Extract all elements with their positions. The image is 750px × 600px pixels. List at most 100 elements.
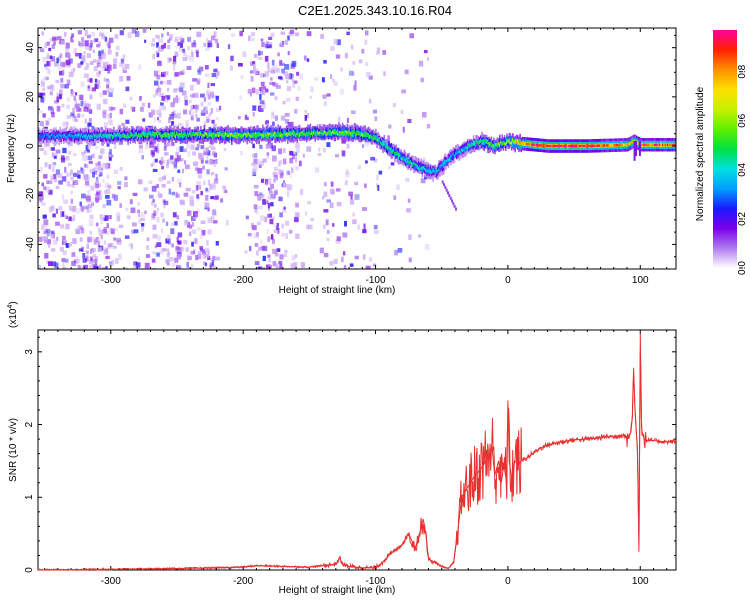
spectrogram-ridge-cell	[452, 152, 455, 155]
spectrogram-noise-cell	[138, 256, 141, 262]
spectrogram-ridge-cell	[637, 141, 639, 145]
spectrogram-noise-cell	[286, 170, 289, 175]
spectrogram-ridge-cell	[570, 144, 573, 148]
spectrogram-ridge-cell	[151, 132, 153, 136]
spectrogram-noise-cell	[139, 96, 142, 101]
spectrogram-ridge-cell	[670, 143, 673, 147]
spectrogram-noise-cell	[106, 223, 109, 229]
spectrogram-noise-cell	[106, 231, 110, 236]
spectrogram-ridge-cell	[184, 133, 187, 136]
spectrogram-noise-cell	[251, 162, 256, 166]
spectrogram-noise-cell	[86, 209, 89, 214]
spectrogram-noise-cell	[40, 81, 46, 87]
spectrogram-noise-cell	[131, 107, 136, 112]
spectrogram-noise-cell	[197, 168, 203, 174]
snr-y-tick-label: 0	[24, 567, 35, 573]
spectrogram-ridge-cell	[608, 144, 611, 147]
spectrogram-noise-cell	[193, 161, 199, 167]
spectrogram-noise-cell	[131, 28, 137, 34]
spectrogram-ridge-cell	[520, 142, 523, 145]
spectrogram-noise-cell	[61, 103, 65, 108]
spectrogram-noise-cell	[272, 238, 275, 244]
spectrogram-noise-cell	[69, 184, 74, 188]
spectrogram-noise-cell	[152, 168, 158, 172]
spectrogram-ridge-cell	[226, 132, 228, 135]
spectrogram-noise-cell	[65, 258, 69, 263]
spectrogram-ridge-cell	[74, 134, 77, 139]
spectrogram-ridge-cell	[518, 139, 520, 145]
spectrogram-noise-cell	[111, 193, 116, 199]
spectrogram-noise-cell	[290, 121, 294, 128]
spectrogram-noise-cell	[101, 34, 106, 40]
spectrogram-noise-cell	[102, 109, 107, 115]
spectrogram-noise-cell	[287, 35, 290, 41]
spectrogram-ridge-cell	[659, 143, 662, 147]
spectrogram-noise-cell	[335, 188, 341, 192]
spectrogram-ridge-cell	[53, 129, 56, 140]
spectrogram-ridge-cell	[441, 163, 444, 167]
spectrogram-ridge-cell	[488, 142, 490, 148]
spectrogram-noise-cell	[264, 179, 268, 185]
spectrogram-ridge-cell	[159, 132, 162, 137]
spectrogram-noise-cell	[275, 263, 279, 269]
spectrogram-noise-cell	[119, 75, 124, 82]
spectrogram-ridge-cell	[528, 143, 531, 146]
spectrogram-noise-cell	[267, 44, 272, 49]
spectrogram-noise-cell	[109, 87, 114, 94]
spectrogram-ridge-cell	[539, 144, 542, 147]
spectrogram-ridge-cell	[431, 169, 433, 174]
spectrogram-x-axis-label: Height of straight line (km)	[279, 285, 396, 296]
spectrogram-noise-cell	[122, 103, 127, 108]
spectrogram-noise-cell	[214, 196, 219, 201]
spectrogram-noise-cell	[96, 59, 100, 65]
spectrogram-noise-cell	[102, 62, 108, 68]
spectrogram-noise-cell	[74, 118, 79, 122]
spectrogram-noise-cell	[157, 46, 162, 52]
spectrogram-noise-cell	[97, 227, 101, 232]
spectrogram-ridge-cell	[128, 135, 131, 138]
spectrogram-noise-cell	[157, 61, 162, 67]
spectrogram-noise-cell	[88, 117, 92, 123]
spectrogram-noise-cell	[156, 109, 162, 116]
spectrogram-ridge-cell	[624, 143, 626, 147]
spectrogram-ridge-cell	[169, 135, 171, 138]
spectrogram-noise-cell	[54, 179, 58, 183]
spectrogram-noise-cell	[90, 40, 93, 44]
spectrogram-noise-cell	[190, 144, 195, 150]
spectrogram-ridge-cell	[216, 132, 219, 135]
spectrogram-noise-cell	[185, 164, 190, 170]
spectrogram-noise-cell	[279, 254, 284, 260]
spectrogram-noise-cell	[274, 166, 278, 172]
spectrogram-noise-cell	[49, 38, 55, 42]
spectrogram-ridge-cell	[375, 137, 377, 140]
spectrogram-ridge-cell	[664, 143, 667, 147]
spectrogram-noise-cell	[50, 175, 54, 181]
spectrogram-noise-cell	[272, 261, 277, 267]
spectrogram-ridge-cell	[428, 171, 431, 174]
spectrogram-ridge-cell	[271, 133, 274, 138]
spectrogram-noise-cell	[66, 181, 70, 187]
spectrogram-noise-cell	[252, 105, 257, 111]
spectrogram-ridge-cell	[73, 133, 76, 143]
spectrogram-ridge-cell	[41, 134, 44, 138]
spectrogram-ridge-cell	[291, 131, 294, 135]
spectrogram-noise-cell	[109, 112, 112, 119]
spectrogram-noise-cell	[256, 159, 261, 165]
spectrogram-ridge-cell	[433, 169, 436, 173]
spectrogram-ridge-cell	[586, 144, 588, 148]
spectrogram-noise-cell	[184, 160, 187, 165]
spectrogram-noise-cell	[210, 143, 215, 149]
colorbar-tick-label: 0.4	[737, 162, 748, 176]
spectrogram-noise-cell	[74, 99, 77, 105]
spectrogram-noise-cell	[295, 143, 300, 149]
spectrogram-noise-cell	[108, 120, 113, 126]
spectrogram-noise-cell	[305, 211, 308, 216]
spectrogram-noise-cell	[191, 42, 196, 48]
spectrogram-noise-cell	[276, 67, 281, 73]
spectrogram-noise-cell	[212, 140, 218, 144]
spectrogram-noise-cell	[171, 111, 175, 116]
spectrogram-ridge-cell	[57, 134, 59, 138]
spectrogram-noise-cell	[116, 240, 122, 245]
spectrogram-ridge-cell	[416, 164, 419, 168]
spectrogram-noise-cell	[157, 191, 160, 197]
